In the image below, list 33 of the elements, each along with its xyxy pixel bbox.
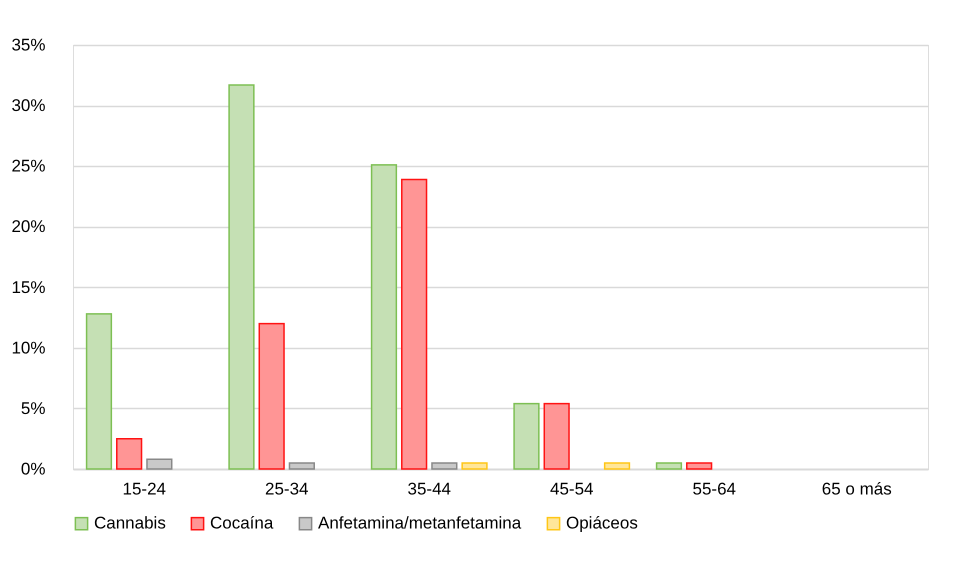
y-tick-label: 25% — [11, 156, 46, 176]
legend-label: Opiáceos — [566, 514, 638, 533]
x-tick-label: 45-54 — [550, 480, 594, 498]
bar — [656, 462, 682, 470]
bar — [431, 462, 458, 470]
legend-label: Anfetamina/metanfetamina — [318, 514, 522, 533]
legend-label: Cocaína — [210, 514, 274, 533]
bar — [228, 84, 255, 470]
y-tick-label: 15% — [11, 278, 46, 297]
bar — [461, 462, 488, 470]
y-tick-label: 30% — [11, 96, 46, 116]
y-tick-label: 10% — [11, 338, 46, 358]
x-tick-label: 15-24 — [122, 480, 166, 498]
bar — [401, 178, 428, 470]
x-tick-label: 25-34 — [265, 480, 308, 498]
legend-label: Cannabis — [94, 514, 166, 533]
bar — [146, 458, 172, 470]
bar — [258, 322, 285, 470]
y-tick-label: 5% — [20, 398, 46, 418]
y-tick-label: 0% — [20, 460, 46, 478]
bar — [544, 402, 570, 470]
y-tick-label: 35% — [11, 36, 46, 54]
y-tick-label: 20% — [11, 217, 46, 236]
x-tick-label: 55-64 — [692, 480, 736, 498]
bar — [288, 462, 315, 470]
bar — [86, 313, 112, 470]
bar — [686, 462, 712, 470]
bar — [604, 462, 630, 470]
bar — [513, 402, 540, 470]
x-tick-label: 35-44 — [408, 480, 451, 498]
bar — [116, 438, 142, 470]
x-tick-label: 65 o más — [822, 480, 892, 498]
bar — [370, 164, 398, 470]
